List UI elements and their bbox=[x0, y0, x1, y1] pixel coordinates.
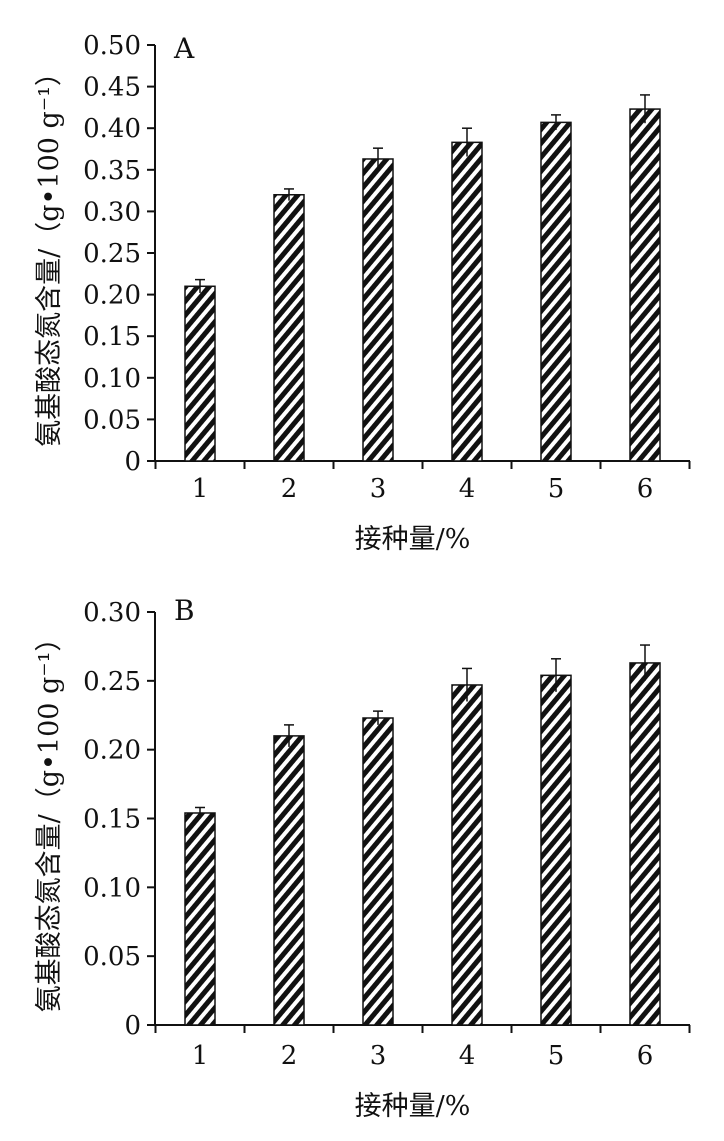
x-tick-label: 5 bbox=[548, 474, 565, 504]
x-tick-label: 2 bbox=[281, 474, 298, 504]
y-tick-label: 0 bbox=[124, 447, 141, 477]
x-tick-label: 4 bbox=[459, 474, 476, 504]
y-tick-label: 0.40 bbox=[83, 114, 141, 144]
x-tick-label: 6 bbox=[637, 474, 654, 504]
y-tick-label: 0.25 bbox=[83, 667, 141, 697]
bar-6 bbox=[629, 108, 661, 462]
chart-panel-a: 0 0.05 0.10 0.15 0.20 0.25 0.30 0.35 0.40 0.45 0.5… bbox=[34, 31, 691, 555]
bar-6 bbox=[629, 662, 661, 1026]
y-tick-label: 0.05 bbox=[83, 405, 141, 435]
x-axis-label: 接种量/% bbox=[355, 524, 471, 555]
x-tick-label: 2 bbox=[281, 1041, 298, 1071]
bar-3 bbox=[362, 717, 394, 1026]
y-tick-label: 0.30 bbox=[83, 197, 141, 227]
y-tick-label: 0.50 bbox=[83, 31, 141, 61]
y-tick-label: 0.45 bbox=[83, 73, 141, 103]
y-tick-label: 0.10 bbox=[83, 873, 141, 903]
panel-label: A bbox=[173, 32, 195, 65]
bar-5 bbox=[540, 674, 572, 1026]
panel-label: B bbox=[174, 594, 195, 627]
bar-5 bbox=[540, 121, 572, 462]
chart-panel-b: 0 0.05 0.10 0.15 0.20 0.25 0.30 1 2 3 4 5 6 B 接种量/% 氨基酸… bbox=[34, 594, 691, 1122]
y-tick-label: 0.20 bbox=[83, 281, 141, 311]
bar-4 bbox=[451, 141, 483, 462]
bar-4 bbox=[451, 684, 483, 1026]
x-axis-label: 接种量/% bbox=[355, 1091, 471, 1122]
bar-1 bbox=[184, 285, 216, 462]
x-tick-label: 6 bbox=[637, 1041, 654, 1071]
x-tick-label: 5 bbox=[548, 1041, 565, 1071]
y-tick-label: 0.25 bbox=[83, 239, 141, 269]
y-tick-label: 0.30 bbox=[83, 598, 141, 628]
y-tick-label: 0.15 bbox=[83, 322, 141, 352]
x-tick-label: 3 bbox=[370, 1041, 387, 1071]
y-axis-label: 氨基酸态氮含量/（g•100 g⁻¹） bbox=[34, 59, 65, 447]
y-tick-label: 0 bbox=[124, 1011, 141, 1041]
bar-3 bbox=[362, 158, 394, 462]
bar-2 bbox=[273, 735, 305, 1026]
bar-2 bbox=[273, 194, 305, 462]
x-tick-label: 4 bbox=[459, 1041, 476, 1071]
x-tick-label: 1 bbox=[192, 474, 209, 504]
y-tick-label: 0.15 bbox=[83, 805, 141, 835]
y-tick-label: 0.05 bbox=[83, 942, 141, 972]
y-axis-label: 氨基酸态氮含量/（g•100 g⁻¹） bbox=[34, 625, 65, 1013]
bar-1 bbox=[184, 812, 216, 1026]
y-tick-label: 0.35 bbox=[83, 156, 141, 186]
x-tick-label: 3 bbox=[370, 474, 387, 504]
x-tick-label: 1 bbox=[192, 1041, 209, 1071]
y-tick-label: 0.10 bbox=[83, 364, 141, 394]
y-tick-label: 0.20 bbox=[83, 736, 141, 766]
